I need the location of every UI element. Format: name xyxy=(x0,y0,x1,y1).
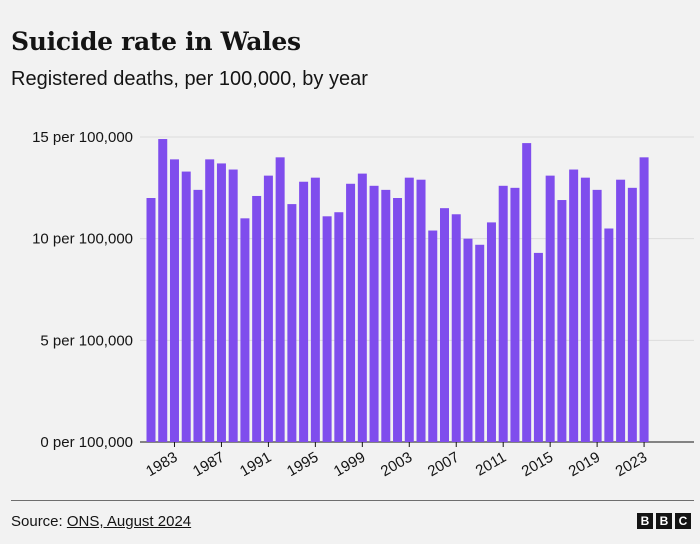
bar-2006 xyxy=(440,208,449,442)
bar-1982 xyxy=(158,139,168,443)
bar-2012 xyxy=(510,187,520,442)
bar-2010 xyxy=(486,222,496,442)
chart-title: Suicide rate in Wales xyxy=(11,27,301,56)
source-prefix: Source: xyxy=(11,513,67,530)
bar-1984 xyxy=(181,171,191,443)
source-note: Source: ONS, August 2024 xyxy=(11,513,191,530)
bar-2015 xyxy=(545,175,555,442)
bar-2022 xyxy=(627,187,637,442)
bar-1989 xyxy=(240,218,250,442)
bar-2021 xyxy=(616,179,626,442)
x-tick-label: 2019 xyxy=(566,449,603,480)
bar-2003 xyxy=(404,177,414,442)
bar-1994 xyxy=(299,181,309,442)
bar-1996 xyxy=(322,216,332,442)
bar-2001 xyxy=(381,189,391,442)
logo-letter-c: C xyxy=(675,513,691,529)
y-tick-label: 5 per 100,000 xyxy=(40,332,133,349)
x-tick-label: 1983 xyxy=(143,449,180,480)
bar-2000 xyxy=(369,185,379,443)
y-tick-label: 10 per 100,000 xyxy=(32,231,133,248)
bar-2002 xyxy=(393,198,403,442)
bar-2018 xyxy=(580,177,590,442)
x-tick-label: 2023 xyxy=(613,449,650,480)
bar-1987 xyxy=(216,163,226,442)
x-tick-label: 2015 xyxy=(519,449,556,480)
bar-1988 xyxy=(228,169,238,443)
x-tick-label: 2007 xyxy=(425,449,462,480)
y-tick-label: 0 per 100,000 xyxy=(40,434,133,451)
bar-1990 xyxy=(252,195,262,442)
bar-2009 xyxy=(475,244,485,442)
bar-2013 xyxy=(522,143,532,442)
source-link[interactable]: ONS, August 2024 xyxy=(66,513,192,530)
bar-2020 xyxy=(604,228,614,442)
x-tick-label: 1999 xyxy=(331,449,368,480)
bar-2008 xyxy=(463,238,473,442)
chart-subtitle: Registered deaths, per 100,000, by year xyxy=(11,68,368,90)
bar-chart: 0 per 100,000 5 per 100,000 10 per 100,000… xyxy=(32,129,694,480)
bar-1985 xyxy=(193,189,203,442)
bar-1992 xyxy=(275,157,285,443)
bar-1983 xyxy=(169,159,179,442)
footer-divider xyxy=(11,500,694,501)
bar-2007 xyxy=(451,214,461,442)
bar-2019 xyxy=(592,189,602,442)
y-tick-label: 15 per 100,000 xyxy=(32,129,133,146)
x-tick-label: 1991 xyxy=(237,449,274,480)
bar-1991 xyxy=(263,175,273,442)
bar-2017 xyxy=(569,169,579,443)
bar-2023 xyxy=(639,157,649,443)
bar-2005 xyxy=(428,230,438,442)
bar-2014 xyxy=(533,252,543,442)
bar-1995 xyxy=(310,177,320,442)
logo-letter-b1: B xyxy=(637,513,653,529)
x-tick-label: 1987 xyxy=(190,449,227,480)
bar-1993 xyxy=(287,204,297,442)
bar-2011 xyxy=(498,185,508,443)
bar-2004 xyxy=(416,179,426,442)
x-tick-label: 1995 xyxy=(284,449,321,480)
bbc-logo: B B C xyxy=(637,513,691,529)
bar-1986 xyxy=(205,159,215,442)
bar-1997 xyxy=(334,212,344,442)
bar-1981 xyxy=(146,198,156,442)
bar-2016 xyxy=(557,200,567,442)
bar-1998 xyxy=(346,183,356,442)
bar-1999 xyxy=(357,173,367,442)
x-tick-label: 2011 xyxy=(473,449,509,480)
logo-letter-b2: B xyxy=(656,513,672,529)
x-tick-label: 2003 xyxy=(378,449,415,480)
